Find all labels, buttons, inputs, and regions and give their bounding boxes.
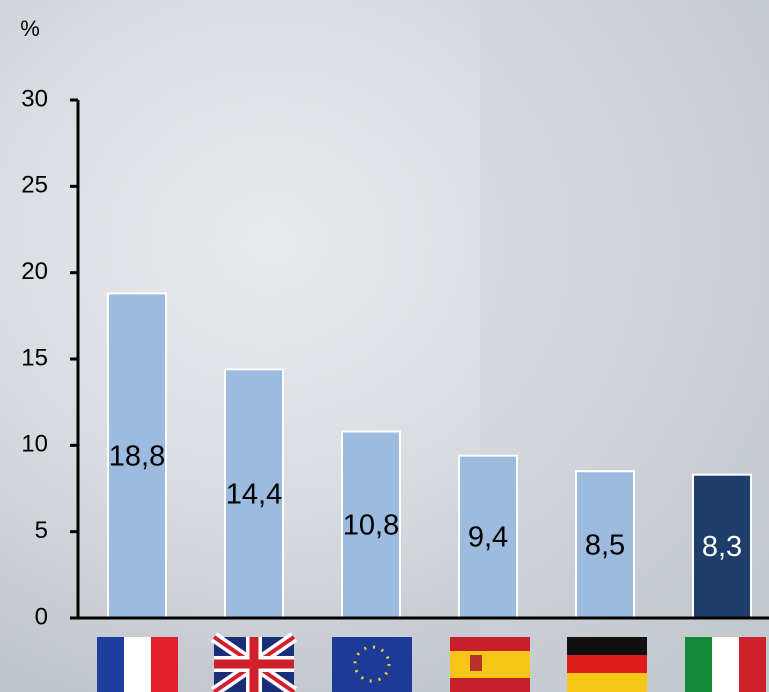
y-tick-label: 15 xyxy=(21,344,48,371)
bar xyxy=(458,454,518,619)
value-label: 10,8 xyxy=(343,509,399,541)
value-label: 8,3 xyxy=(702,531,742,563)
y-axis-label: % xyxy=(20,16,40,41)
y-tick-label: 0 xyxy=(35,603,48,630)
y-tick-label: 30 xyxy=(21,85,48,112)
bar xyxy=(575,470,635,619)
bar xyxy=(107,292,167,619)
flag-france xyxy=(97,637,178,692)
flag-germany xyxy=(567,637,647,692)
bar xyxy=(341,430,401,619)
y-tick-label: 5 xyxy=(35,517,48,544)
y-tick-label: 20 xyxy=(21,258,48,285)
flag-italy xyxy=(685,637,766,692)
value-label: 18,8 xyxy=(109,440,165,472)
y-tick-label: 10 xyxy=(21,431,48,458)
value-label: 9,4 xyxy=(468,522,508,554)
value-label: 8,5 xyxy=(585,529,625,561)
y-tick-label: 25 xyxy=(21,172,48,199)
value-label: 14,4 xyxy=(226,478,282,510)
bar xyxy=(692,473,752,620)
bar xyxy=(224,368,284,619)
flag-eu xyxy=(332,637,412,692)
flags xyxy=(97,632,766,692)
flag-spain xyxy=(450,637,530,692)
flag-uk xyxy=(210,632,298,692)
